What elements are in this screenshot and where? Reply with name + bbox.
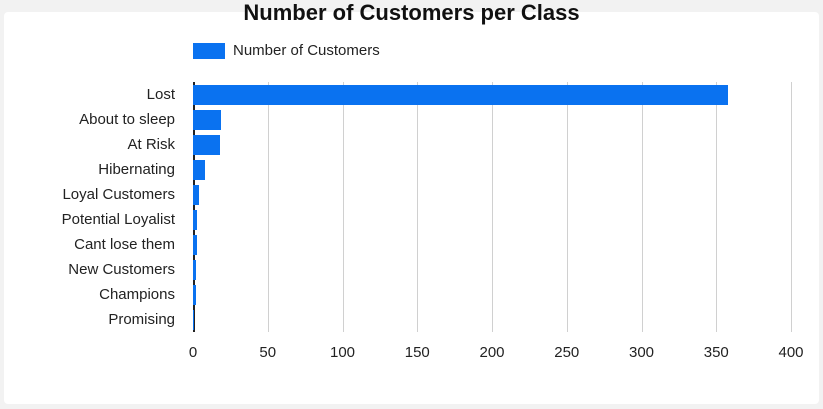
x-tick-label: 250: [554, 344, 580, 361]
gridline: [716, 82, 718, 332]
bar[interactable]: [193, 210, 198, 230]
y-category-label: At Risk: [127, 136, 175, 153]
bar[interactable]: [193, 85, 729, 105]
y-category-label: New Customers: [68, 261, 175, 278]
bar[interactable]: [193, 285, 196, 305]
gridline: [566, 82, 568, 332]
y-category-label: Hibernating: [98, 161, 175, 178]
legend: Number of Customers: [193, 42, 380, 59]
bar[interactable]: [193, 260, 196, 280]
bar[interactable]: [193, 110, 222, 130]
chart-title: Number of Customers per Class: [243, 0, 580, 25]
plot-area: [193, 82, 793, 332]
x-tick-label: 200: [479, 344, 505, 361]
bar[interactable]: [193, 235, 198, 255]
gridline: [791, 82, 792, 332]
y-category-label: Potential Loyalist: [61, 211, 175, 228]
x-tick-label: 350: [703, 344, 729, 361]
bar[interactable]: [193, 310, 195, 330]
x-tick-label: 400: [778, 344, 804, 361]
x-tick-label: 150: [404, 344, 430, 361]
y-category-label: Promising: [108, 311, 175, 328]
x-tick-label: 300: [628, 344, 655, 361]
legend-label: Number of Customers: [233, 42, 380, 59]
x-tick-label: 100: [329, 344, 356, 361]
chart-card: [4, 12, 819, 404]
y-category-label: About to sleep: [79, 111, 175, 128]
gridline: [641, 82, 643, 332]
legend-swatch: [193, 42, 225, 59]
bar[interactable]: [193, 160, 205, 180]
y-category-label: Loyal Customers: [62, 186, 175, 203]
y-axis: [193, 82, 195, 332]
gridline: [417, 82, 419, 332]
x-tick-label: 0: [188, 344, 198, 361]
x-tick-label: 50: [259, 344, 277, 361]
y-category-label: Lost: [146, 86, 175, 103]
y-category-label: Champions: [99, 286, 175, 303]
gridline: [267, 82, 269, 332]
gridline: [342, 82, 344, 332]
y-category-label: Cant lose them: [74, 236, 175, 253]
bar[interactable]: [193, 185, 199, 205]
bar[interactable]: [193, 135, 220, 155]
gridline: [492, 82, 493, 332]
